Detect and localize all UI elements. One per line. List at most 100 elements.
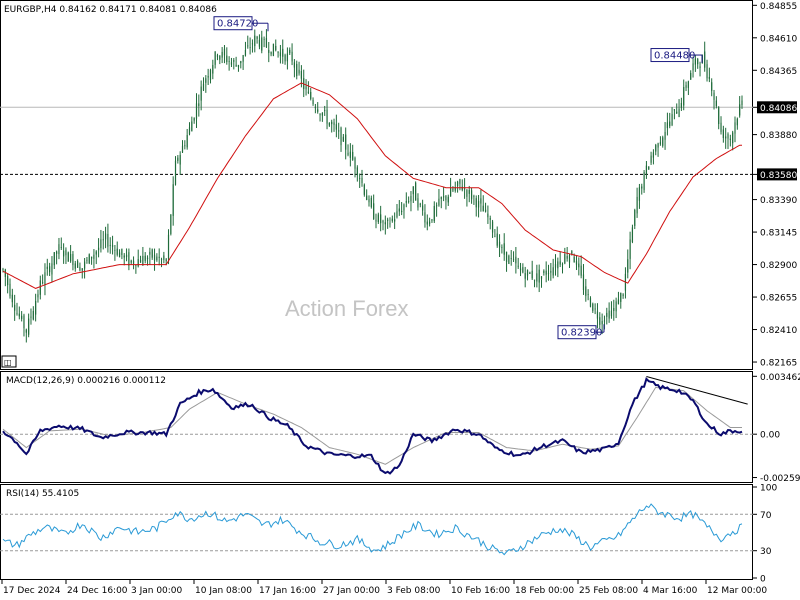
candle-body — [729, 138, 731, 140]
candle-body — [156, 256, 158, 261]
candle-body — [177, 157, 179, 161]
macd-tick-label: -0.002593 — [760, 474, 800, 484]
rsi-tick-label: 100 — [760, 484, 777, 494]
candle-body — [489, 218, 491, 220]
candle-body — [277, 52, 279, 53]
candle-body — [142, 256, 144, 266]
candle-body — [335, 124, 337, 130]
macd-panel — [0, 376, 753, 475]
candle-body — [594, 308, 596, 310]
candle-body — [713, 92, 715, 100]
candle-body — [125, 254, 128, 258]
candle-body — [491, 221, 494, 233]
candle-body — [321, 112, 323, 116]
candle-body — [53, 252, 55, 266]
candle-body — [21, 315, 23, 319]
candle-body — [114, 249, 116, 251]
rsi-panel — [0, 503, 753, 556]
candle-body — [146, 257, 149, 259]
candle-body — [408, 201, 410, 202]
candle-body — [235, 64, 237, 67]
candle-body — [638, 187, 641, 201]
candle-body — [359, 178, 361, 179]
candle-body — [722, 129, 724, 139]
candle-body — [426, 221, 428, 225]
candle-body — [198, 103, 200, 107]
candle-body — [258, 39, 261, 47]
candle-body — [433, 206, 435, 222]
candle-body — [552, 267, 554, 276]
candle-body — [128, 252, 130, 266]
candle-body — [720, 122, 722, 132]
candle-body — [629, 239, 631, 259]
candle-body — [216, 55, 219, 57]
time-tick-label: 25 Feb 08:00 — [579, 586, 638, 596]
candle-body — [484, 209, 487, 212]
candle-body — [501, 247, 503, 248]
candle-body — [634, 209, 636, 226]
candle-body — [74, 263, 76, 269]
price-tick-label: 0.82900 — [760, 261, 797, 271]
candle-body — [477, 201, 480, 208]
candle-body — [417, 198, 419, 208]
candle-body — [699, 66, 701, 69]
candle-body — [209, 70, 212, 80]
candle-body — [373, 203, 375, 220]
candle-body — [111, 245, 114, 247]
candle-body — [354, 157, 356, 169]
candle-body — [4, 269, 6, 277]
candle-body — [627, 259, 629, 273]
time-tick-label: 27 Jan 00:00 — [323, 586, 380, 596]
candle-body — [606, 312, 608, 317]
candle-body — [326, 109, 328, 124]
candle-body — [603, 320, 606, 322]
candle-body — [240, 61, 242, 64]
candle-body — [410, 196, 412, 202]
candle-body — [571, 251, 573, 254]
candle-body — [377, 214, 379, 222]
candle-body — [468, 189, 470, 194]
candle-body — [338, 130, 340, 132]
candle-body — [35, 300, 37, 315]
candle-body — [526, 270, 529, 276]
candle-body — [482, 205, 484, 212]
candle-body — [531, 270, 533, 279]
candle-body — [291, 51, 293, 62]
candle-body — [139, 259, 142, 263]
candle-body — [167, 234, 170, 259]
candle-body — [424, 212, 426, 223]
candle-body — [331, 121, 333, 125]
candle-body — [405, 201, 407, 203]
candle-body — [328, 122, 330, 126]
candle-body — [193, 118, 195, 121]
candle-body — [284, 55, 286, 62]
candle-body — [282, 48, 284, 57]
candle-body — [205, 78, 207, 83]
candle-body — [349, 151, 351, 158]
candle-body — [65, 249, 67, 256]
callout-label: 0.84720 — [217, 19, 258, 30]
candle-body — [97, 247, 100, 251]
candle-body — [151, 249, 153, 258]
candle-body — [305, 86, 307, 90]
price-tick-label: 0.82655 — [760, 294, 797, 304]
candle-body — [522, 267, 524, 273]
candle-body — [42, 282, 44, 284]
candle-body — [165, 259, 167, 262]
candle-body — [659, 142, 662, 144]
rsi-panel-frame — [0, 484, 753, 580]
candle-body — [615, 301, 617, 312]
candle-body — [289, 49, 291, 54]
candle-body — [60, 247, 62, 248]
candle-body — [685, 85, 687, 88]
candle-body — [543, 270, 545, 274]
candle-body — [666, 122, 669, 129]
candle-body — [25, 329, 27, 333]
candle-body — [310, 91, 312, 99]
candle-body — [447, 196, 449, 203]
candle-body — [718, 107, 720, 125]
candle-body — [505, 251, 508, 262]
time-tick-label: 17 Dec 2024 — [3, 586, 61, 596]
candle-body — [347, 152, 349, 155]
